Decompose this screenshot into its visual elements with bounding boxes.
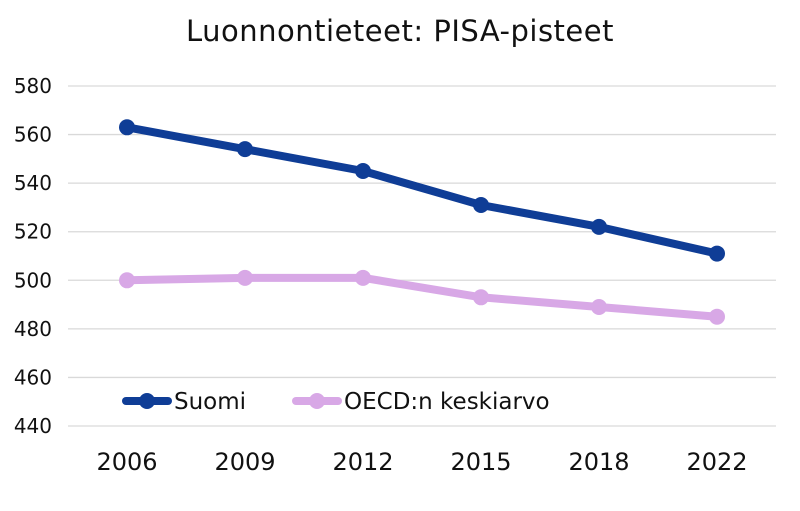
data-point	[119, 272, 135, 289]
data-point	[355, 269, 371, 286]
x-tick-label: 2009	[214, 448, 275, 476]
series-line	[123, 273, 721, 321]
x-tick-label: 2018	[568, 448, 629, 476]
y-tick-label: 440	[14, 414, 52, 438]
legend-swatch-marker	[139, 393, 155, 409]
data-point	[237, 269, 253, 286]
data-point	[709, 308, 725, 325]
data-point	[473, 197, 489, 213]
y-tick-label: 480	[14, 317, 52, 341]
x-tick-label: 2015	[450, 448, 511, 476]
series-group	[119, 119, 725, 325]
legend-label: OECD:n keskiarvo	[344, 389, 550, 415]
x-tick-label: 2022	[686, 448, 747, 476]
y-tick-label: 520	[14, 220, 52, 244]
y-axis-ticks: 440 460 480 500 520 540 560 580	[14, 74, 52, 438]
data-point	[473, 289, 489, 306]
series-2	[119, 269, 725, 325]
x-axis-ticks: 2006 2009 2012 2015 2018 2022	[96, 448, 747, 476]
chart-title: Luonnontieteet: PISA-pisteet	[186, 14, 614, 48]
y-tick-label: 560	[14, 123, 52, 147]
y-tick-label: 460	[14, 365, 52, 389]
y-tick-label: 580	[14, 74, 52, 98]
data-point	[709, 245, 725, 262]
data-point	[355, 163, 371, 179]
legend-item: Suomi	[122, 389, 246, 415]
legend: Suomi OECD:n keskiarvo	[122, 389, 550, 415]
y-tick-label: 540	[14, 171, 52, 195]
data-point	[237, 141, 253, 158]
data-point	[119, 119, 135, 136]
x-tick-label: 2012	[332, 448, 393, 476]
data-point	[591, 299, 607, 315]
y-tick-label: 500	[14, 268, 52, 292]
series-1	[119, 119, 725, 262]
legend-label: Suomi	[174, 389, 246, 415]
data-point	[591, 218, 607, 235]
x-tick-label: 2006	[96, 448, 157, 476]
legend-swatch-marker	[309, 393, 325, 409]
series-line	[123, 123, 721, 258]
legend-item: OECD:n keskiarvo	[292, 389, 550, 415]
